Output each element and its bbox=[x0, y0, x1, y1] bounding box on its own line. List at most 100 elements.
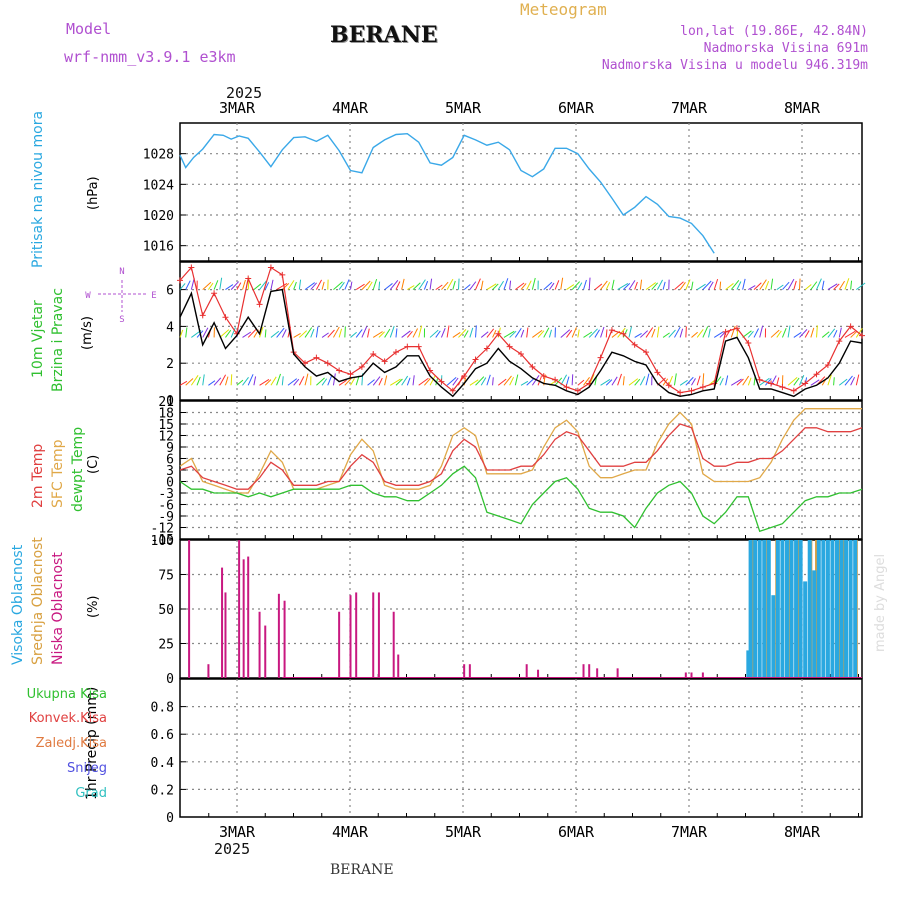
xtick-label-bottom: 8MAR bbox=[784, 823, 821, 841]
wind-direction-arrow bbox=[475, 325, 477, 338]
cloud-bar bbox=[780, 540, 785, 678]
wind-direction-arrow bbox=[600, 379, 611, 386]
wind-direction-arrow bbox=[503, 375, 512, 386]
cloud-bar bbox=[582, 664, 585, 678]
wind-direction-arrow bbox=[793, 280, 797, 290]
wind-gust-marker bbox=[608, 327, 615, 334]
wind-direction-arrow bbox=[378, 377, 383, 386]
wind-direction-arrow bbox=[526, 280, 532, 290]
model-name: wrf-nmm_v3.9.1 e3km bbox=[64, 48, 236, 66]
pressure-ytick-label: 1020 bbox=[143, 209, 174, 224]
compass-cross-icon bbox=[98, 280, 146, 312]
wind-direction-arrow bbox=[622, 282, 631, 290]
wind-direction-arrow bbox=[281, 329, 287, 338]
wind-direction-arrow bbox=[253, 283, 262, 290]
wind-direction-arrow bbox=[833, 377, 835, 386]
temp-unit: (C) bbox=[86, 454, 101, 474]
wind-direction-arrow bbox=[321, 378, 328, 386]
wind-direction-arrow bbox=[321, 281, 325, 290]
pressure-ytick-label: 1016 bbox=[143, 240, 174, 255]
wind-direction-arrow bbox=[287, 280, 295, 290]
wind-direction-arrow bbox=[685, 326, 687, 338]
wind-direction-arrow bbox=[571, 374, 574, 386]
wind-direction-arrow bbox=[656, 326, 660, 338]
wind-direction-arrow bbox=[713, 331, 724, 338]
wind-direction-arrow bbox=[645, 327, 654, 338]
wind-direction-arrow bbox=[747, 377, 752, 386]
wind-direction-arrow bbox=[651, 328, 656, 338]
wind-direction-arrow bbox=[486, 283, 497, 291]
wind-direction-arrow bbox=[747, 330, 754, 338]
pressure-title: Pritisak na nivou mora bbox=[30, 110, 46, 268]
wind-direction-arrow bbox=[253, 376, 257, 386]
cloud-bar bbox=[803, 581, 808, 678]
wind-direction-arrow bbox=[838, 327, 842, 338]
wind-direction-arrow bbox=[304, 327, 313, 338]
wind-direction-arrow bbox=[594, 283, 603, 290]
wind-direction-arrow bbox=[838, 378, 848, 386]
wind-direction-arrow bbox=[719, 377, 724, 386]
wind-direction-arrow bbox=[674, 281, 684, 290]
cloud-bar bbox=[468, 664, 471, 678]
wind-gust-marker bbox=[188, 264, 195, 271]
cloud-bar bbox=[392, 611, 395, 678]
wind-direction-arrow bbox=[304, 282, 316, 291]
wind-direction-arrow bbox=[469, 281, 477, 290]
wind-direction-arrow bbox=[833, 283, 840, 290]
cloud-ytick-label: 75 bbox=[158, 569, 174, 584]
wind-direction-arrow bbox=[247, 374, 254, 386]
wind-gust-marker bbox=[529, 363, 536, 370]
wind-direction-arrow bbox=[816, 278, 822, 290]
wind-direction-arrow bbox=[475, 278, 481, 290]
wind-direction-arrow bbox=[673, 373, 677, 386]
wind-gust-marker bbox=[620, 330, 627, 337]
cloud-bar bbox=[616, 668, 619, 678]
wind-direction-arrow bbox=[190, 375, 199, 386]
cloud-bar bbox=[757, 540, 762, 678]
compass-s-label: S bbox=[119, 315, 124, 325]
wind-direction-arrow bbox=[407, 285, 415, 291]
wind-direction-arrow bbox=[310, 282, 317, 290]
wind-direction-arrow bbox=[833, 329, 838, 338]
wind-gust-marker bbox=[449, 387, 456, 394]
precip-ytick-label: 0.2 bbox=[151, 783, 174, 798]
cloud-bar bbox=[247, 556, 250, 678]
wind-direction-arrow bbox=[759, 279, 767, 290]
wind-direction-arrow bbox=[583, 376, 590, 386]
wind-direction-arrow bbox=[611, 279, 615, 290]
wind-gust-marker bbox=[824, 362, 831, 369]
wind-direction-arrow bbox=[696, 329, 704, 338]
elevation-text: Nadmorska Visina 691m bbox=[703, 41, 868, 56]
wind-direction-arrow bbox=[753, 328, 760, 338]
wind-direction-arrow bbox=[645, 282, 657, 291]
wind-direction-arrow bbox=[662, 281, 666, 290]
wind-direction-arrow bbox=[810, 281, 818, 290]
wind-gust-marker bbox=[427, 367, 434, 374]
wind-gust-marker bbox=[313, 354, 320, 361]
wind-direction-arrow bbox=[725, 283, 734, 290]
wind-direction-arrow bbox=[651, 282, 658, 290]
wind-direction-arrow bbox=[327, 375, 332, 386]
temp-ytick-label: 0 bbox=[166, 476, 174, 491]
wind-gust-marker bbox=[347, 371, 354, 378]
wind-direction-arrow bbox=[185, 378, 194, 386]
wind-direction-arrow bbox=[577, 329, 580, 338]
wind-direction-arrow bbox=[566, 329, 573, 338]
wind-gust-marker bbox=[279, 271, 286, 278]
cloud-bar bbox=[830, 540, 835, 678]
wind-gust-marker bbox=[540, 373, 547, 380]
wind-direction-arrow bbox=[605, 329, 608, 338]
cloud-bar bbox=[798, 540, 803, 678]
cloud-ytick-label: 50 bbox=[158, 603, 174, 618]
dewpt-temp-line bbox=[179, 465, 863, 533]
meteogram-title: Meteogram bbox=[520, 0, 607, 19]
wind-gust-marker bbox=[518, 351, 524, 357]
wind-gust-marker bbox=[461, 373, 468, 380]
wind-gust-marker bbox=[733, 325, 740, 332]
wind-direction-arrow bbox=[497, 378, 507, 386]
wind-direction-arrow bbox=[674, 326, 681, 338]
wind-direction-arrow bbox=[395, 378, 403, 386]
wind-direction-arrow bbox=[316, 377, 325, 386]
wind-direction-arrow bbox=[514, 327, 522, 338]
